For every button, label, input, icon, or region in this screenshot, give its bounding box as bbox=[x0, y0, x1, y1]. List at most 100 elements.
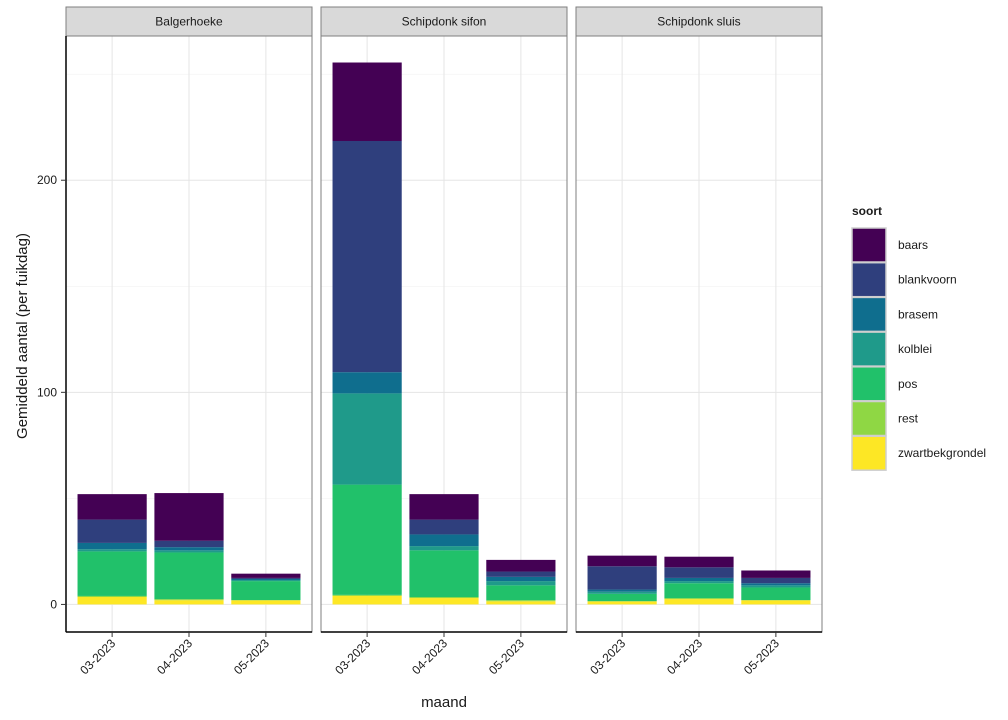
legend-label: kolblei bbox=[898, 342, 932, 356]
x-tick-label: 05-2023 bbox=[741, 636, 782, 677]
x-tick-label: 04-2023 bbox=[409, 636, 450, 677]
bar-segment-baars bbox=[664, 556, 734, 568]
bar-segment-rest bbox=[77, 595, 147, 598]
facet-strip-label: Balgerhoeke bbox=[155, 15, 223, 29]
bar-segment-pos bbox=[664, 583, 734, 599]
facet-strip bbox=[320, 6, 568, 37]
bar-segment-rest bbox=[664, 598, 734, 600]
legend: soort baars blankvoorn brasem kolblei pos res… bbox=[851, 204, 986, 471]
bar-segment-zwartbekgrondel bbox=[486, 601, 556, 605]
bar-segment-zwartbekgrondel bbox=[77, 597, 147, 605]
bar-segment-blankvoorn bbox=[154, 540, 224, 548]
bar-segment-zwartbekgrondel bbox=[664, 599, 734, 605]
bar-segment-pos bbox=[154, 552, 224, 600]
bar-segment-kolblei bbox=[409, 546, 479, 551]
bar-segment-blankvoorn bbox=[587, 566, 657, 590]
bar-segment-pos bbox=[587, 593, 657, 602]
bar-segment-pos bbox=[332, 484, 402, 595]
legend-key bbox=[851, 331, 887, 367]
bar-segment-pos bbox=[231, 581, 301, 601]
bar-segment-baars bbox=[409, 494, 479, 520]
legend-item-brasem: brasem bbox=[851, 296, 938, 333]
legend-label: blankvoorn bbox=[898, 273, 957, 287]
bar-segment-brasem bbox=[664, 577, 734, 582]
bar-segment-brasem bbox=[332, 372, 402, 394]
bar-segment-brasem bbox=[409, 534, 479, 547]
bar-segment-blankvoorn bbox=[486, 571, 556, 577]
bar-segment-rest bbox=[409, 597, 479, 599]
legend-item-pos: pos bbox=[851, 366, 917, 402]
bar-segment-kolblei bbox=[332, 393, 402, 485]
bar-segment-kolblei bbox=[154, 550, 224, 553]
legend-key bbox=[851, 400, 887, 437]
bar-segment-brasem bbox=[741, 583, 811, 586]
bar-segment-zwartbekgrondel bbox=[587, 601, 657, 605]
panel-1: Balgerhoeke 03-2023 04-2023 05-2023 bbox=[65, 6, 313, 677]
bar-segment-blankvoorn bbox=[77, 519, 147, 543]
bar-segment-zwartbekgrondel bbox=[741, 600, 811, 605]
y-axis: 0 100 200 bbox=[37, 36, 67, 632]
bar-segment-pos bbox=[741, 587, 811, 601]
bar-segment-blankvoorn bbox=[231, 577, 301, 579]
bar-segment-zwartbekgrondel bbox=[231, 600, 301, 605]
legend-item-kolblei: kolblei bbox=[851, 331, 932, 367]
x-tick-label: 05-2023 bbox=[486, 636, 527, 677]
bar-segment-blankvoorn bbox=[409, 519, 479, 535]
bar-segment-kolblei bbox=[587, 591, 657, 594]
bar-segment-pos bbox=[409, 550, 479, 598]
bar-segment-pos bbox=[77, 551, 147, 596]
legend-label: zwartbekgrondel bbox=[898, 446, 986, 460]
legend-key bbox=[851, 261, 887, 298]
bar-segment-blankvoorn bbox=[664, 567, 734, 578]
x-tick-label: 03-2023 bbox=[77, 636, 118, 677]
legend-key bbox=[851, 227, 887, 263]
bar-segment-brasem bbox=[77, 542, 147, 550]
panel-3: Schipdonk sluis 03-2023 04-2023 05-2023 bbox=[575, 6, 823, 677]
x-axis-title: maand bbox=[421, 694, 467, 711]
bar-segment-rest bbox=[486, 600, 556, 602]
facet-strip-label: Schipdonk sluis bbox=[657, 15, 740, 29]
bar-segment-baars bbox=[154, 493, 224, 541]
bar-segment-zwartbekgrondel bbox=[154, 600, 224, 605]
x-tick-label: 04-2023 bbox=[154, 636, 195, 677]
legend-label: baars bbox=[898, 238, 928, 252]
legend-label: pos bbox=[898, 377, 917, 391]
y-tick-label: 100 bbox=[37, 385, 57, 399]
y-tick-label: 200 bbox=[37, 173, 57, 187]
bar-segment-rest bbox=[332, 594, 402, 596]
legend-label: brasem bbox=[898, 307, 938, 321]
bar-segment-pos bbox=[486, 585, 556, 601]
y-tick-label: 0 bbox=[50, 597, 57, 611]
legend-label: rest bbox=[898, 412, 919, 426]
legend-key bbox=[851, 366, 887, 402]
bar-segment-kolblei bbox=[77, 549, 147, 552]
bar-segment-kolblei bbox=[664, 581, 734, 584]
bar-segment-kolblei bbox=[231, 580, 301, 582]
legend-key bbox=[851, 435, 887, 471]
legend-item-blankvoorn: blankvoorn bbox=[851, 261, 957, 298]
legend-item-zwartbekgrondel: zwartbekgrondel bbox=[851, 435, 986, 471]
bar-segment-brasem bbox=[486, 576, 556, 582]
legend-title: soort bbox=[852, 204, 882, 218]
facet-strip-label: Schipdonk sifon bbox=[402, 15, 487, 29]
bar-segment-zwartbekgrondel bbox=[409, 598, 479, 605]
legend-key bbox=[851, 296, 887, 333]
bar-segment-baars bbox=[231, 573, 301, 578]
legend-item-rest: rest bbox=[851, 400, 919, 437]
bar-segment-brasem bbox=[154, 547, 224, 551]
legend-item-baars: baars bbox=[851, 227, 928, 263]
bar-segment-blankvoorn bbox=[332, 140, 402, 373]
panel-2: Schipdonk sifon 03-2023 04-2023 05-2023 bbox=[320, 6, 568, 677]
x-tick-label: 03-2023 bbox=[332, 636, 373, 677]
bar-segment-brasem bbox=[587, 589, 657, 592]
facet-strip bbox=[575, 6, 823, 37]
bar-segment-baars bbox=[486, 559, 556, 572]
bar-segment-blankvoorn bbox=[741, 577, 811, 584]
bar-segment-rest bbox=[154, 599, 224, 601]
y-axis-title: Gemiddeld aantal (per fuikdag) bbox=[14, 233, 31, 439]
bar-segment-baars bbox=[332, 62, 402, 141]
bar-segment-zwartbekgrondel bbox=[332, 595, 402, 605]
bar-segment-baars bbox=[77, 494, 147, 520]
